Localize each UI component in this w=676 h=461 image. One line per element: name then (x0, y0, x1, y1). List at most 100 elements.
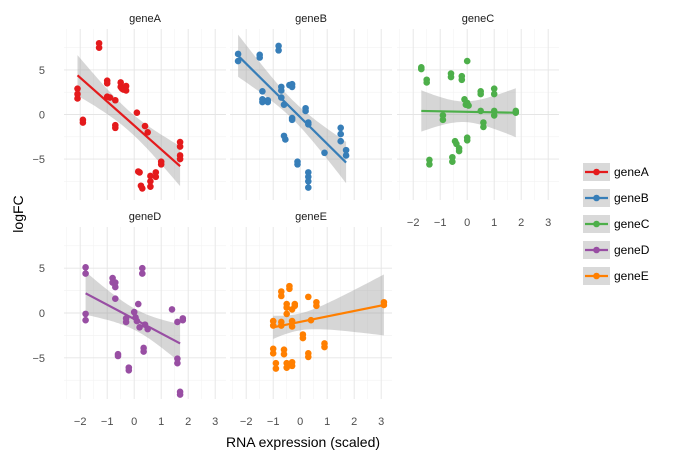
data-point (82, 310, 89, 318)
x-tick-label: 0 (131, 416, 137, 428)
data-point (278, 292, 285, 300)
data-point (337, 124, 345, 132)
y-tick-label: 5 (39, 263, 45, 275)
x-axis-title: RNA expression (scaled) (226, 434, 380, 450)
data-point (286, 285, 293, 293)
legend-label: geneC (614, 217, 650, 231)
x-tick-label: −1 (267, 416, 280, 428)
data-point (423, 79, 431, 86)
x-tick-label: −2 (240, 416, 253, 428)
legend-key-point (593, 194, 600, 202)
data-point (144, 129, 151, 136)
y-tick-label: 5 (39, 65, 45, 77)
data-point (480, 123, 487, 131)
data-point (82, 264, 89, 271)
trend-line-geneC (421, 109, 516, 114)
panel-geneB: geneB (230, 13, 392, 200)
data-point (74, 85, 81, 92)
trend-line-geneE (272, 303, 385, 329)
data-point (305, 353, 312, 361)
data-point (176, 143, 184, 150)
data-point (302, 107, 309, 115)
legend-key-point (593, 272, 600, 280)
data-point (259, 98, 266, 106)
data-point (449, 158, 456, 166)
data-point (130, 308, 138, 316)
data-point (139, 270, 146, 277)
data-point (426, 161, 433, 168)
facet-label-geneA: geneA (129, 13, 161, 25)
data-point (272, 359, 280, 367)
data-point (342, 146, 350, 154)
x-tick-label: 0 (297, 416, 303, 428)
data-point (82, 316, 89, 324)
data-point (174, 359, 181, 367)
data-point (122, 87, 130, 94)
x-tick-label: −2 (407, 217, 420, 229)
data-point (256, 54, 264, 61)
data-point (439, 116, 447, 124)
legend-item-geneE: geneE (583, 267, 649, 285)
data-point (490, 85, 498, 92)
data-point (147, 177, 154, 185)
data-point (490, 112, 498, 119)
legend-key-point (593, 246, 600, 254)
x-tick-label: −1 (434, 217, 447, 229)
data-point (112, 283, 119, 291)
data-point (259, 88, 266, 95)
data-point (134, 300, 142, 308)
legend-label: geneD (614, 243, 650, 257)
data-point (463, 137, 471, 144)
data-point (280, 350, 288, 358)
data-point (342, 152, 350, 159)
data-point (141, 122, 149, 130)
facet-label-geneD: geneD (129, 211, 161, 223)
data-point (463, 57, 471, 65)
y-axis-title: logFC (10, 195, 26, 232)
data-point (288, 83, 296, 91)
x-tick-label: −2 (74, 416, 87, 428)
x-tick-label: 2 (185, 416, 191, 428)
data-point (305, 177, 312, 185)
data-point (275, 47, 282, 54)
data-point (305, 293, 312, 301)
data-point (477, 90, 485, 98)
data-point (234, 57, 242, 65)
data-point (176, 391, 184, 398)
data-point (125, 367, 133, 374)
facet-label-geneB: geneB (295, 13, 327, 25)
trend-line-geneA (76, 74, 181, 167)
data-point (147, 183, 154, 190)
data-point (234, 50, 242, 58)
data-point (106, 94, 114, 101)
x-tick-label: 3 (545, 217, 551, 229)
data-point (291, 302, 299, 310)
data-point (157, 161, 165, 168)
data-point (490, 90, 498, 98)
data-point (168, 306, 176, 313)
legend-item-geneC: geneC (583, 215, 650, 233)
data-point (321, 343, 328, 351)
data-point (79, 119, 87, 126)
data-point (465, 102, 472, 109)
data-point (337, 130, 345, 138)
x-tick-label: 1 (324, 416, 330, 428)
data-point (136, 324, 143, 331)
y-tick-label: −5 (32, 353, 45, 365)
facet-label-geneC: geneC (462, 13, 494, 25)
data-point (112, 124, 119, 132)
data-point (147, 172, 154, 180)
data-point (176, 155, 184, 163)
legend-item-geneA: geneA (583, 163, 649, 181)
data-point (139, 185, 146, 192)
data-point (283, 304, 291, 311)
data-point (174, 318, 181, 326)
data-point (321, 149, 328, 157)
legend-label: geneA (614, 165, 649, 179)
data-point (447, 73, 455, 81)
x-tick-label: 2 (518, 217, 524, 229)
data-point (288, 362, 296, 370)
x-tick-label: 2 (351, 416, 357, 428)
data-point (82, 270, 89, 277)
